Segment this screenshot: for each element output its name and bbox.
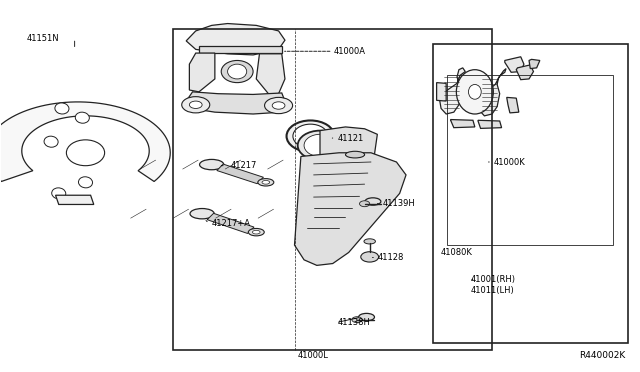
Polygon shape (529, 60, 540, 68)
Polygon shape (217, 164, 264, 184)
Polygon shape (294, 153, 406, 265)
Ellipse shape (456, 70, 493, 114)
Ellipse shape (44, 136, 58, 147)
Ellipse shape (67, 140, 104, 166)
Ellipse shape (298, 131, 342, 160)
Text: 41011(LH): 41011(LH) (471, 286, 515, 295)
Text: 41080K: 41080K (441, 248, 473, 257)
Polygon shape (199, 46, 282, 53)
Polygon shape (505, 57, 524, 72)
Polygon shape (186, 23, 285, 55)
Ellipse shape (76, 112, 90, 123)
Ellipse shape (252, 230, 260, 234)
Ellipse shape (221, 61, 253, 83)
Ellipse shape (304, 134, 336, 157)
Circle shape (360, 201, 370, 207)
Ellipse shape (258, 179, 274, 186)
Polygon shape (320, 127, 378, 162)
Text: 41121: 41121 (337, 134, 364, 143)
Polygon shape (256, 54, 285, 94)
Bar (433, 44, 628, 343)
Text: 41217: 41217 (231, 161, 257, 170)
Ellipse shape (228, 64, 246, 79)
Ellipse shape (190, 209, 214, 219)
Ellipse shape (293, 124, 328, 148)
Text: 41000K: 41000K (493, 157, 525, 167)
Text: 41000L: 41000L (298, 350, 328, 360)
Circle shape (189, 101, 202, 109)
Text: 41128: 41128 (378, 253, 404, 263)
Ellipse shape (55, 103, 69, 114)
Circle shape (272, 102, 285, 109)
Ellipse shape (248, 228, 264, 236)
Circle shape (182, 97, 210, 113)
Polygon shape (436, 83, 446, 101)
Polygon shape (320, 158, 355, 186)
Polygon shape (478, 120, 502, 128)
Bar (173, 29, 492, 350)
Ellipse shape (262, 180, 269, 184)
Text: 41000A: 41000A (334, 47, 366, 56)
Polygon shape (478, 68, 506, 116)
Text: 41217+A: 41217+A (212, 219, 251, 228)
Polygon shape (451, 119, 475, 128)
Ellipse shape (79, 177, 93, 188)
Text: R440002K: R440002K (580, 350, 626, 359)
Ellipse shape (358, 313, 374, 321)
Polygon shape (189, 53, 215, 92)
Polygon shape (516, 65, 534, 80)
Ellipse shape (365, 198, 381, 205)
Polygon shape (507, 97, 519, 113)
Text: 41138H: 41138H (337, 318, 370, 327)
Polygon shape (440, 68, 465, 114)
Polygon shape (0, 102, 170, 182)
Polygon shape (207, 213, 254, 234)
Ellipse shape (52, 188, 66, 199)
Text: 41139H: 41139H (383, 199, 415, 208)
Circle shape (361, 252, 379, 262)
Ellipse shape (468, 84, 481, 99)
Bar (447, 75, 613, 245)
Text: 41151N: 41151N (27, 34, 60, 43)
Ellipse shape (346, 151, 365, 158)
Ellipse shape (364, 239, 376, 244)
Polygon shape (186, 92, 285, 114)
Ellipse shape (200, 160, 224, 170)
Circle shape (352, 317, 362, 323)
Polygon shape (56, 195, 94, 205)
Circle shape (264, 97, 292, 113)
Text: 41001(RH): 41001(RH) (471, 275, 516, 283)
Ellipse shape (287, 121, 334, 152)
